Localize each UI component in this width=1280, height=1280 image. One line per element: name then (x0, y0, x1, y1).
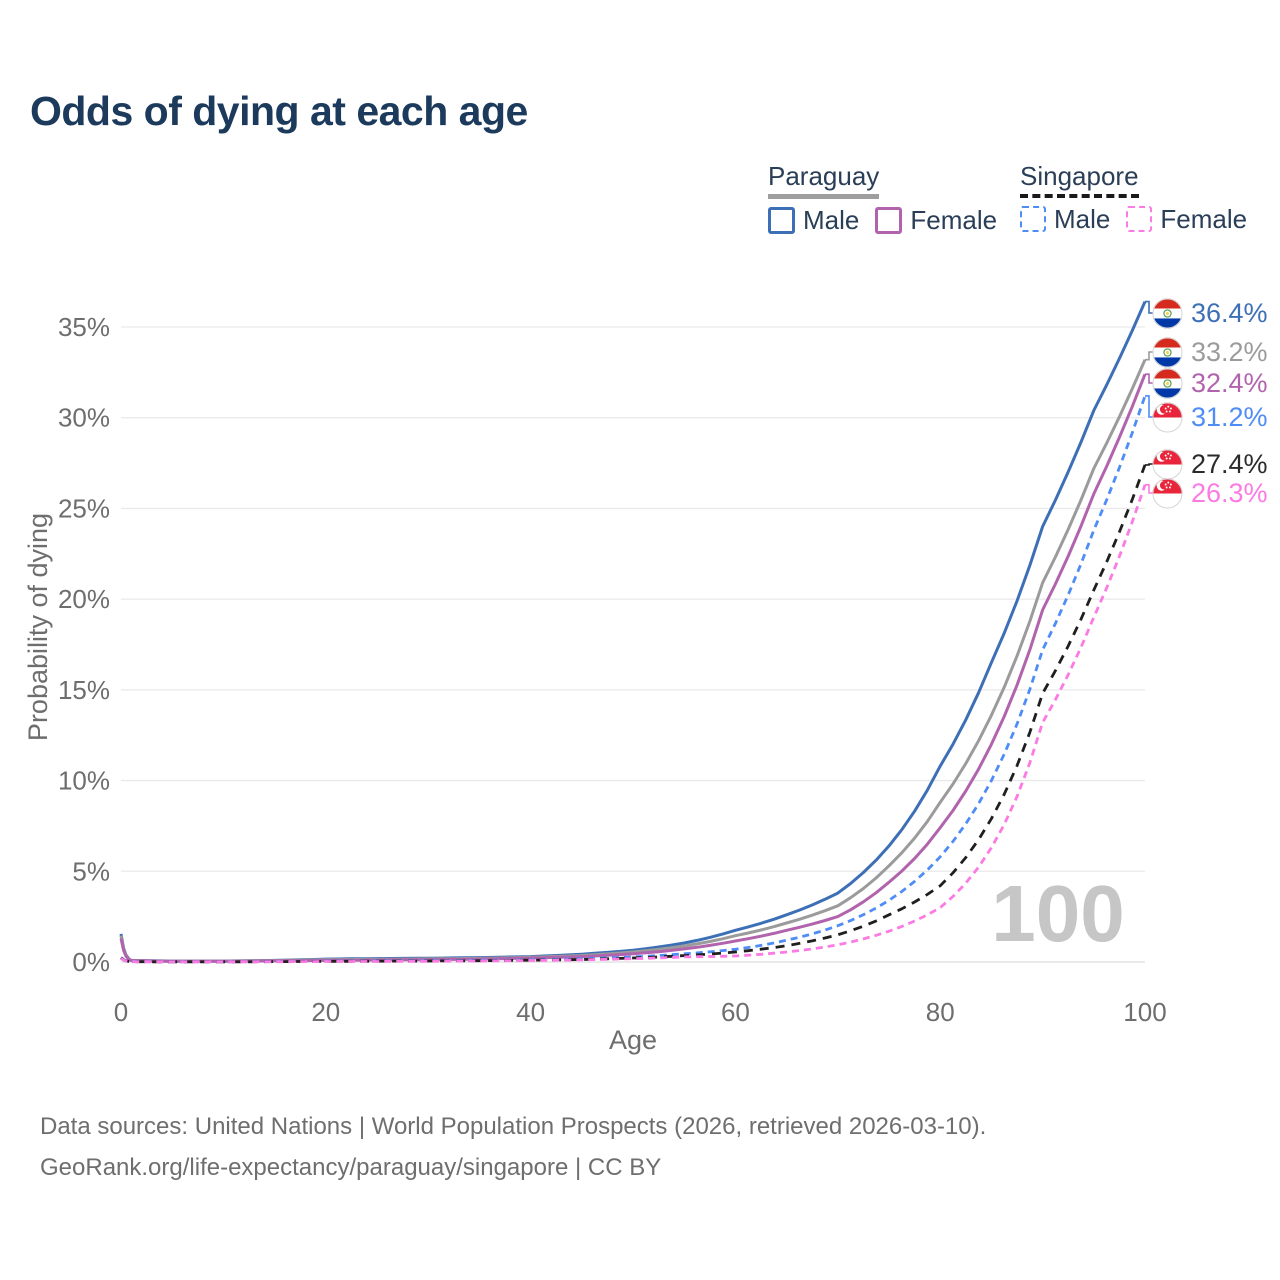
end-label-singapore-both-sexes: 27.4% (1152, 448, 1268, 480)
y-axis-tick-label: 20% (58, 584, 110, 614)
legend-label-singapore-female: Female (1160, 203, 1248, 234)
y-axis-tick-label: 30% (58, 403, 110, 433)
end-label-connector (1145, 300, 1153, 314)
legend-header-paraguay: Paraguay (768, 162, 880, 199)
x-axis-tick-label: 80 (926, 997, 955, 1027)
footer-sources: Data sources: United Nations | World Pop… (40, 1113, 987, 1140)
x-axis-tick-label: 20 (311, 997, 340, 1027)
singapore-flag-icon (1152, 401, 1183, 433)
y-axis-tick-label: 25% (58, 493, 110, 523)
legend-label-paraguay-female: Female (910, 204, 998, 235)
end-label-paraguay-both-sexes: 33.2% (1152, 336, 1268, 368)
end-label-paraguay-male: 36.4% (1152, 297, 1268, 329)
legend-swatch-paraguay-male[interactable] (768, 206, 795, 234)
paraguay-flag-icon (1152, 367, 1183, 399)
legend-swatch-singapore-female[interactable] (1126, 206, 1153, 233)
x-axis-tick-label: 40 (516, 997, 545, 1027)
end-label-value: 33.2% (1191, 337, 1268, 367)
end-label-value: 36.4% (1191, 298, 1268, 328)
end-label-connector (1145, 351, 1153, 361)
end-label-connector (1145, 463, 1153, 466)
x-axis-tick-label: 100 (1123, 997, 1166, 1027)
singapore-flag-icon (1152, 477, 1183, 509)
end-label-connector (1145, 484, 1153, 494)
end-label-value: 31.2% (1191, 402, 1268, 432)
y-axis-tick-label: 10% (58, 766, 110, 796)
y-axis-tick-label: 15% (58, 675, 110, 705)
x-axis-tick-label: 0 (114, 997, 128, 1027)
age-watermark: 100 (991, 869, 1124, 958)
end-label-singapore-female: 26.3% (1152, 477, 1268, 509)
legend-header-singapore: Singapore (1020, 162, 1139, 198)
end-label-connector (1145, 395, 1153, 418)
line-paraguay-male (119, 300, 1147, 963)
x-axis-title: Age (609, 1025, 657, 1055)
legend-group-paraguay: Paraguay Male Female (768, 162, 1013, 236)
legend-label-singapore-male: Male (1054, 203, 1111, 234)
end-label-value: 32.4% (1191, 368, 1268, 398)
singapore-flag-icon (1152, 448, 1183, 480)
end-label-value: 26.3% (1191, 478, 1268, 508)
end-label-singapore-male: 31.2% (1152, 401, 1268, 433)
y-axis-tick-label: 0% (72, 947, 110, 977)
footer: Data sources: United Nations | World Pop… (40, 1106, 986, 1188)
legend-label-paraguay-male: Male (803, 204, 860, 235)
page-title: Odds of dying at each age (30, 88, 528, 134)
legend-swatch-singapore-male[interactable] (1020, 206, 1046, 233)
y-axis-tick-label: 5% (72, 856, 110, 886)
legend-group-singapore: Singapore Male Female (1020, 162, 1263, 235)
end-label-paraguay-female: 32.4% (1152, 367, 1268, 399)
footer-attribution: GeoRank.org/life-expectancy/paraguay/sin… (40, 1154, 662, 1181)
legend-swatch-paraguay-female[interactable] (875, 206, 903, 234)
line-singapore-both-sexes (120, 464, 1147, 964)
end-label-value: 27.4% (1191, 449, 1268, 479)
y-axis-title: Probability of dying (23, 513, 53, 741)
y-axis-tick-label: 35% (58, 312, 110, 342)
paraguay-flag-icon (1152, 297, 1183, 329)
end-label-connector (1145, 373, 1153, 384)
paraguay-flag-icon (1152, 336, 1183, 368)
x-axis-tick-label: 60 (721, 997, 750, 1027)
